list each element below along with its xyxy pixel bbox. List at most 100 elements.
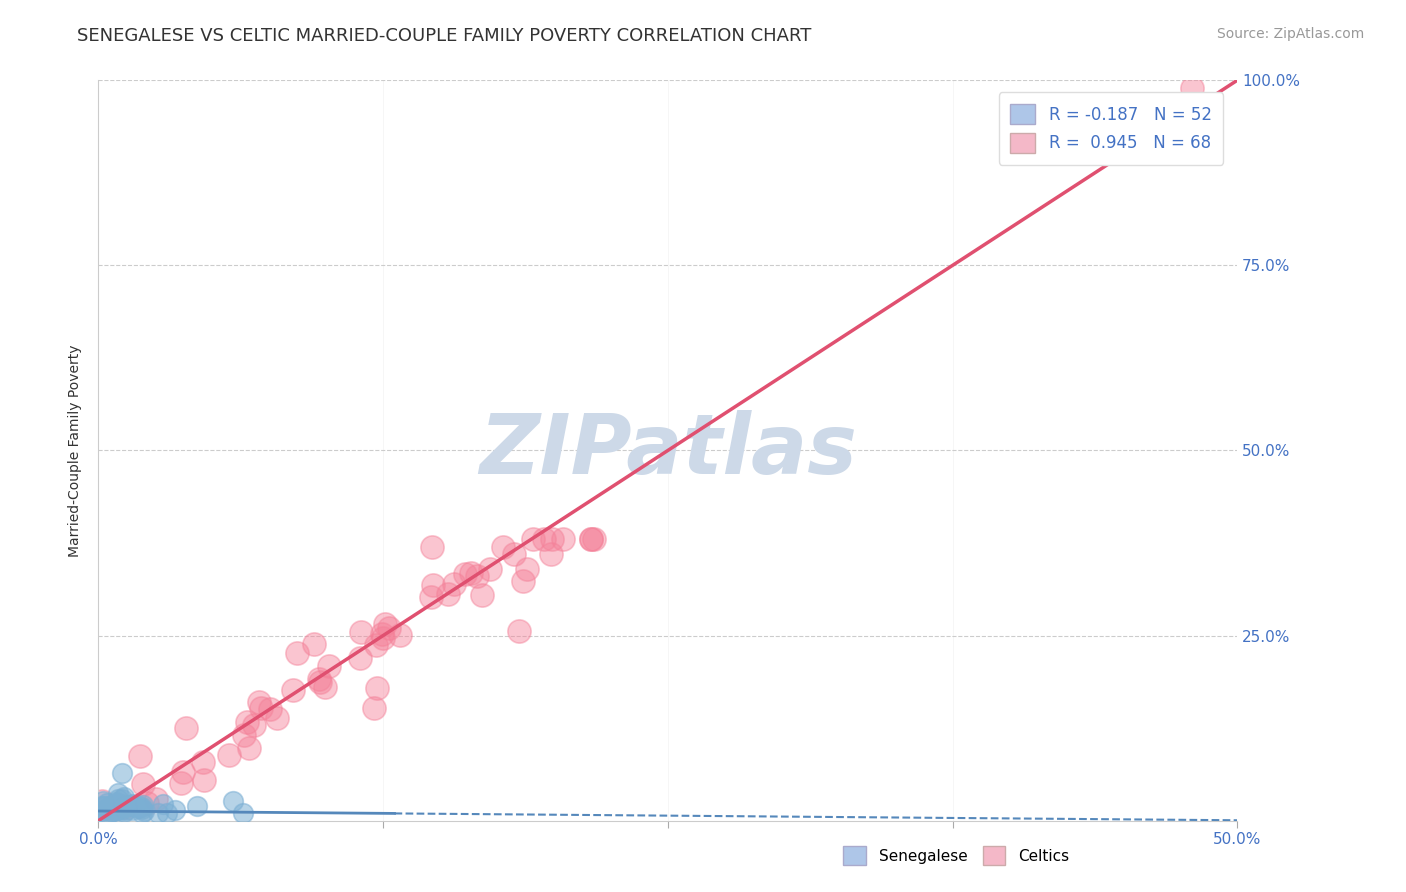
Point xyxy=(105,797,128,811)
Point xyxy=(103,804,125,818)
Point xyxy=(98,802,121,816)
Point xyxy=(582,533,605,547)
Point xyxy=(94,803,117,817)
Point xyxy=(309,674,332,689)
Point xyxy=(454,567,477,582)
Point xyxy=(100,804,122,818)
Point xyxy=(314,680,336,694)
Point xyxy=(281,683,304,698)
Legend: Senegalese, Celtics: Senegalese, Celtics xyxy=(837,840,1076,871)
Point xyxy=(235,715,257,730)
Point xyxy=(422,540,444,554)
Point xyxy=(121,797,143,812)
Point xyxy=(120,799,142,814)
Point xyxy=(107,803,129,817)
Point xyxy=(238,741,260,756)
Point xyxy=(100,805,122,819)
Point xyxy=(96,802,118,816)
Point xyxy=(148,805,170,820)
Point xyxy=(107,802,129,816)
Point xyxy=(492,540,515,554)
Point xyxy=(186,799,208,814)
Point xyxy=(107,791,129,805)
Point xyxy=(170,776,193,790)
Point xyxy=(266,711,288,725)
Point xyxy=(553,533,575,547)
Point xyxy=(104,795,127,809)
Point xyxy=(1135,132,1157,146)
Legend: R = -0.187   N = 52, R =  0.945   N = 68: R = -0.187 N = 52, R = 0.945 N = 68 xyxy=(998,92,1223,165)
Point xyxy=(522,533,544,547)
Point xyxy=(134,804,156,818)
Point xyxy=(366,638,388,652)
Point xyxy=(112,800,135,814)
Text: ZIPatlas: ZIPatlas xyxy=(479,410,856,491)
Point xyxy=(581,533,603,547)
Point xyxy=(232,728,254,742)
Point xyxy=(419,591,441,605)
Point xyxy=(100,798,122,813)
Point xyxy=(422,578,444,592)
Point xyxy=(232,806,254,821)
Point xyxy=(97,801,120,815)
Point xyxy=(259,702,281,716)
Point xyxy=(163,804,186,818)
Point xyxy=(114,799,136,814)
Point xyxy=(460,566,482,581)
Point xyxy=(111,765,134,780)
Point xyxy=(218,747,240,762)
Point xyxy=(94,798,117,813)
Point xyxy=(110,797,132,812)
Point xyxy=(191,755,214,769)
Point xyxy=(152,797,174,812)
Point xyxy=(378,621,401,635)
Point xyxy=(287,646,309,660)
Point xyxy=(174,721,197,735)
Point xyxy=(132,777,155,791)
Point xyxy=(121,803,143,817)
Point xyxy=(104,798,127,813)
Point xyxy=(222,794,245,808)
Point xyxy=(508,624,530,638)
Point xyxy=(112,805,135,819)
Point xyxy=(366,681,388,696)
Point xyxy=(132,797,155,812)
Point xyxy=(105,797,128,811)
Point xyxy=(503,547,526,561)
Point xyxy=(512,574,534,589)
Point xyxy=(389,627,412,641)
Point xyxy=(172,765,194,780)
Point xyxy=(89,804,111,818)
Point xyxy=(101,797,124,812)
Text: Source: ZipAtlas.com: Source: ZipAtlas.com xyxy=(1216,27,1364,41)
Point xyxy=(98,799,121,814)
Point xyxy=(91,794,114,808)
Point xyxy=(308,673,330,687)
Text: SENEGALESE VS CELTIC MARRIED-COUPLE FAMILY POVERTY CORRELATION CHART: SENEGALESE VS CELTIC MARRIED-COUPLE FAMI… xyxy=(77,27,811,45)
Point xyxy=(112,789,135,804)
Point xyxy=(247,695,270,709)
Point xyxy=(371,627,394,641)
Point xyxy=(136,796,159,810)
Point xyxy=(96,796,118,810)
Point xyxy=(250,701,273,715)
Point xyxy=(156,805,179,820)
Point xyxy=(111,792,134,806)
Point xyxy=(350,624,373,639)
Point xyxy=(471,588,494,602)
Point xyxy=(114,803,136,817)
Point xyxy=(120,797,142,812)
Point xyxy=(479,562,502,576)
Point xyxy=(373,617,395,632)
Point xyxy=(1181,80,1204,95)
Point xyxy=(437,586,460,600)
Point xyxy=(131,800,153,814)
Point xyxy=(91,794,114,808)
Point xyxy=(443,577,465,591)
Point xyxy=(540,547,562,561)
Point xyxy=(127,801,149,815)
Point xyxy=(131,806,153,821)
Point xyxy=(91,804,114,818)
Point xyxy=(105,802,128,816)
Point xyxy=(242,718,264,732)
